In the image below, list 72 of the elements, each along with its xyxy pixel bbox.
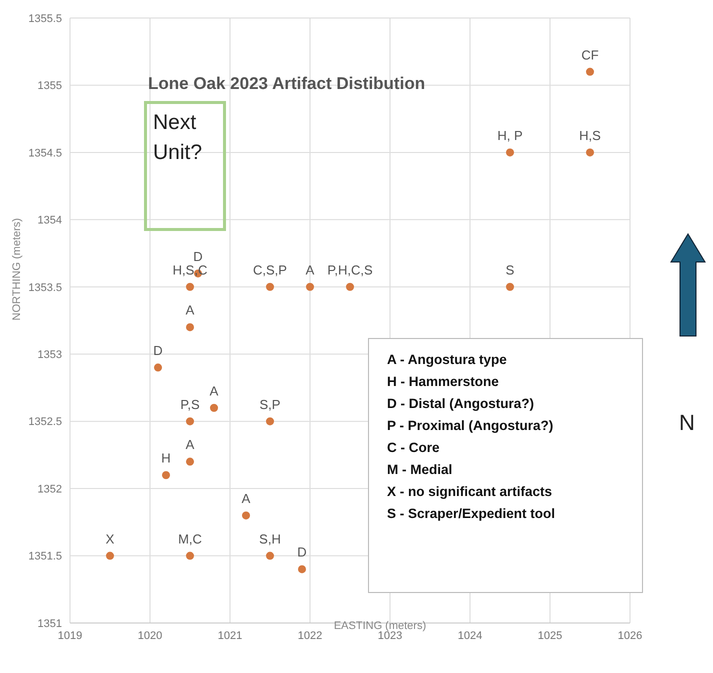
point [186, 458, 194, 466]
y-axis-title: NORTHING (meters) [10, 218, 23, 320]
y-tick-label: 1355 [38, 80, 62, 92]
point [154, 364, 162, 372]
x-tick-label: 1019 [58, 630, 82, 642]
data-label: D [193, 248, 203, 264]
annotation: A - Angostura type [387, 351, 508, 369]
x-tick-label: 1023 [378, 630, 402, 642]
data-label: S [506, 262, 515, 278]
annotation: X - no significant artifacts [387, 483, 554, 501]
point [210, 404, 218, 412]
y-tick-label: 1352 [38, 483, 62, 496]
data-label: H,S,C [172, 262, 208, 278]
data-label: H, P [497, 128, 523, 143]
data-label: A [186, 302, 195, 318]
point [242, 511, 250, 520]
y-tick-label: 1351.5 [28, 550, 62, 563]
y-tick-label: 1354.5 [28, 147, 62, 160]
point [186, 552, 194, 560]
data-label: A [242, 490, 251, 506]
annotation: S - Scraper/Expedient tool [387, 505, 556, 523]
point [186, 417, 194, 426]
data-label: A [210, 383, 219, 398]
point [586, 68, 594, 76]
y-tick-label: 1353.5 [28, 282, 62, 294]
data-label: H [161, 450, 171, 466]
annotation: M - Medial [387, 461, 454, 479]
data-label: A [186, 437, 195, 452]
data-label: D [153, 343, 163, 358]
point [306, 282, 314, 291]
x-tick-label: 1021 [218, 630, 242, 642]
data-label: D [297, 544, 307, 560]
y-tick-label: 1354 [38, 214, 62, 227]
outline-box: Next Unit? [144, 101, 226, 231]
point [586, 148, 594, 156]
x-tick-label: 1020 [138, 630, 162, 642]
x-tick-label: 1026 [618, 630, 642, 642]
y-tick-label: 1355.5 [28, 12, 62, 25]
text: Lone Oak 2023 Artifact Distibution [148, 74, 426, 94]
point [298, 565, 306, 574]
data-label: S,P [260, 396, 280, 412]
point [186, 282, 194, 291]
y-tick-label: 1352.5 [28, 416, 62, 428]
annotation: P - Proximal (Angostura?) [387, 417, 554, 435]
data-label: CF [581, 47, 599, 62]
point [266, 552, 274, 560]
annotation: H - Hammerstone [387, 373, 500, 391]
data-label: P,H,C,S [327, 262, 373, 278]
data-label: P,S [180, 396, 200, 412]
data-label: C,S,P [253, 262, 287, 278]
point [162, 471, 170, 480]
point [106, 552, 114, 560]
data-label: M,C [178, 531, 202, 546]
x-tick-label: 1022 [298, 630, 322, 642]
x-axis-title: EASTING (meters) [334, 620, 426, 632]
point [346, 282, 354, 291]
y-tick-label: 1353 [38, 349, 62, 362]
data-label: A [306, 262, 315, 278]
x-tick-label: 1024 [458, 630, 482, 642]
text: N [679, 410, 695, 436]
data-label: S,H [259, 531, 281, 546]
annotation: C - Core [387, 439, 441, 457]
data-label: H,S [579, 128, 602, 143]
point [266, 417, 274, 426]
data-label: X [106, 531, 115, 546]
point [186, 323, 194, 332]
annotation: D - Distal (Angostura?) [387, 395, 535, 413]
x-tick-label: 1025 [538, 630, 562, 642]
point [506, 148, 514, 156]
y-tick-label: 1351 [38, 618, 62, 630]
point [506, 282, 514, 291]
point [266, 282, 274, 291]
